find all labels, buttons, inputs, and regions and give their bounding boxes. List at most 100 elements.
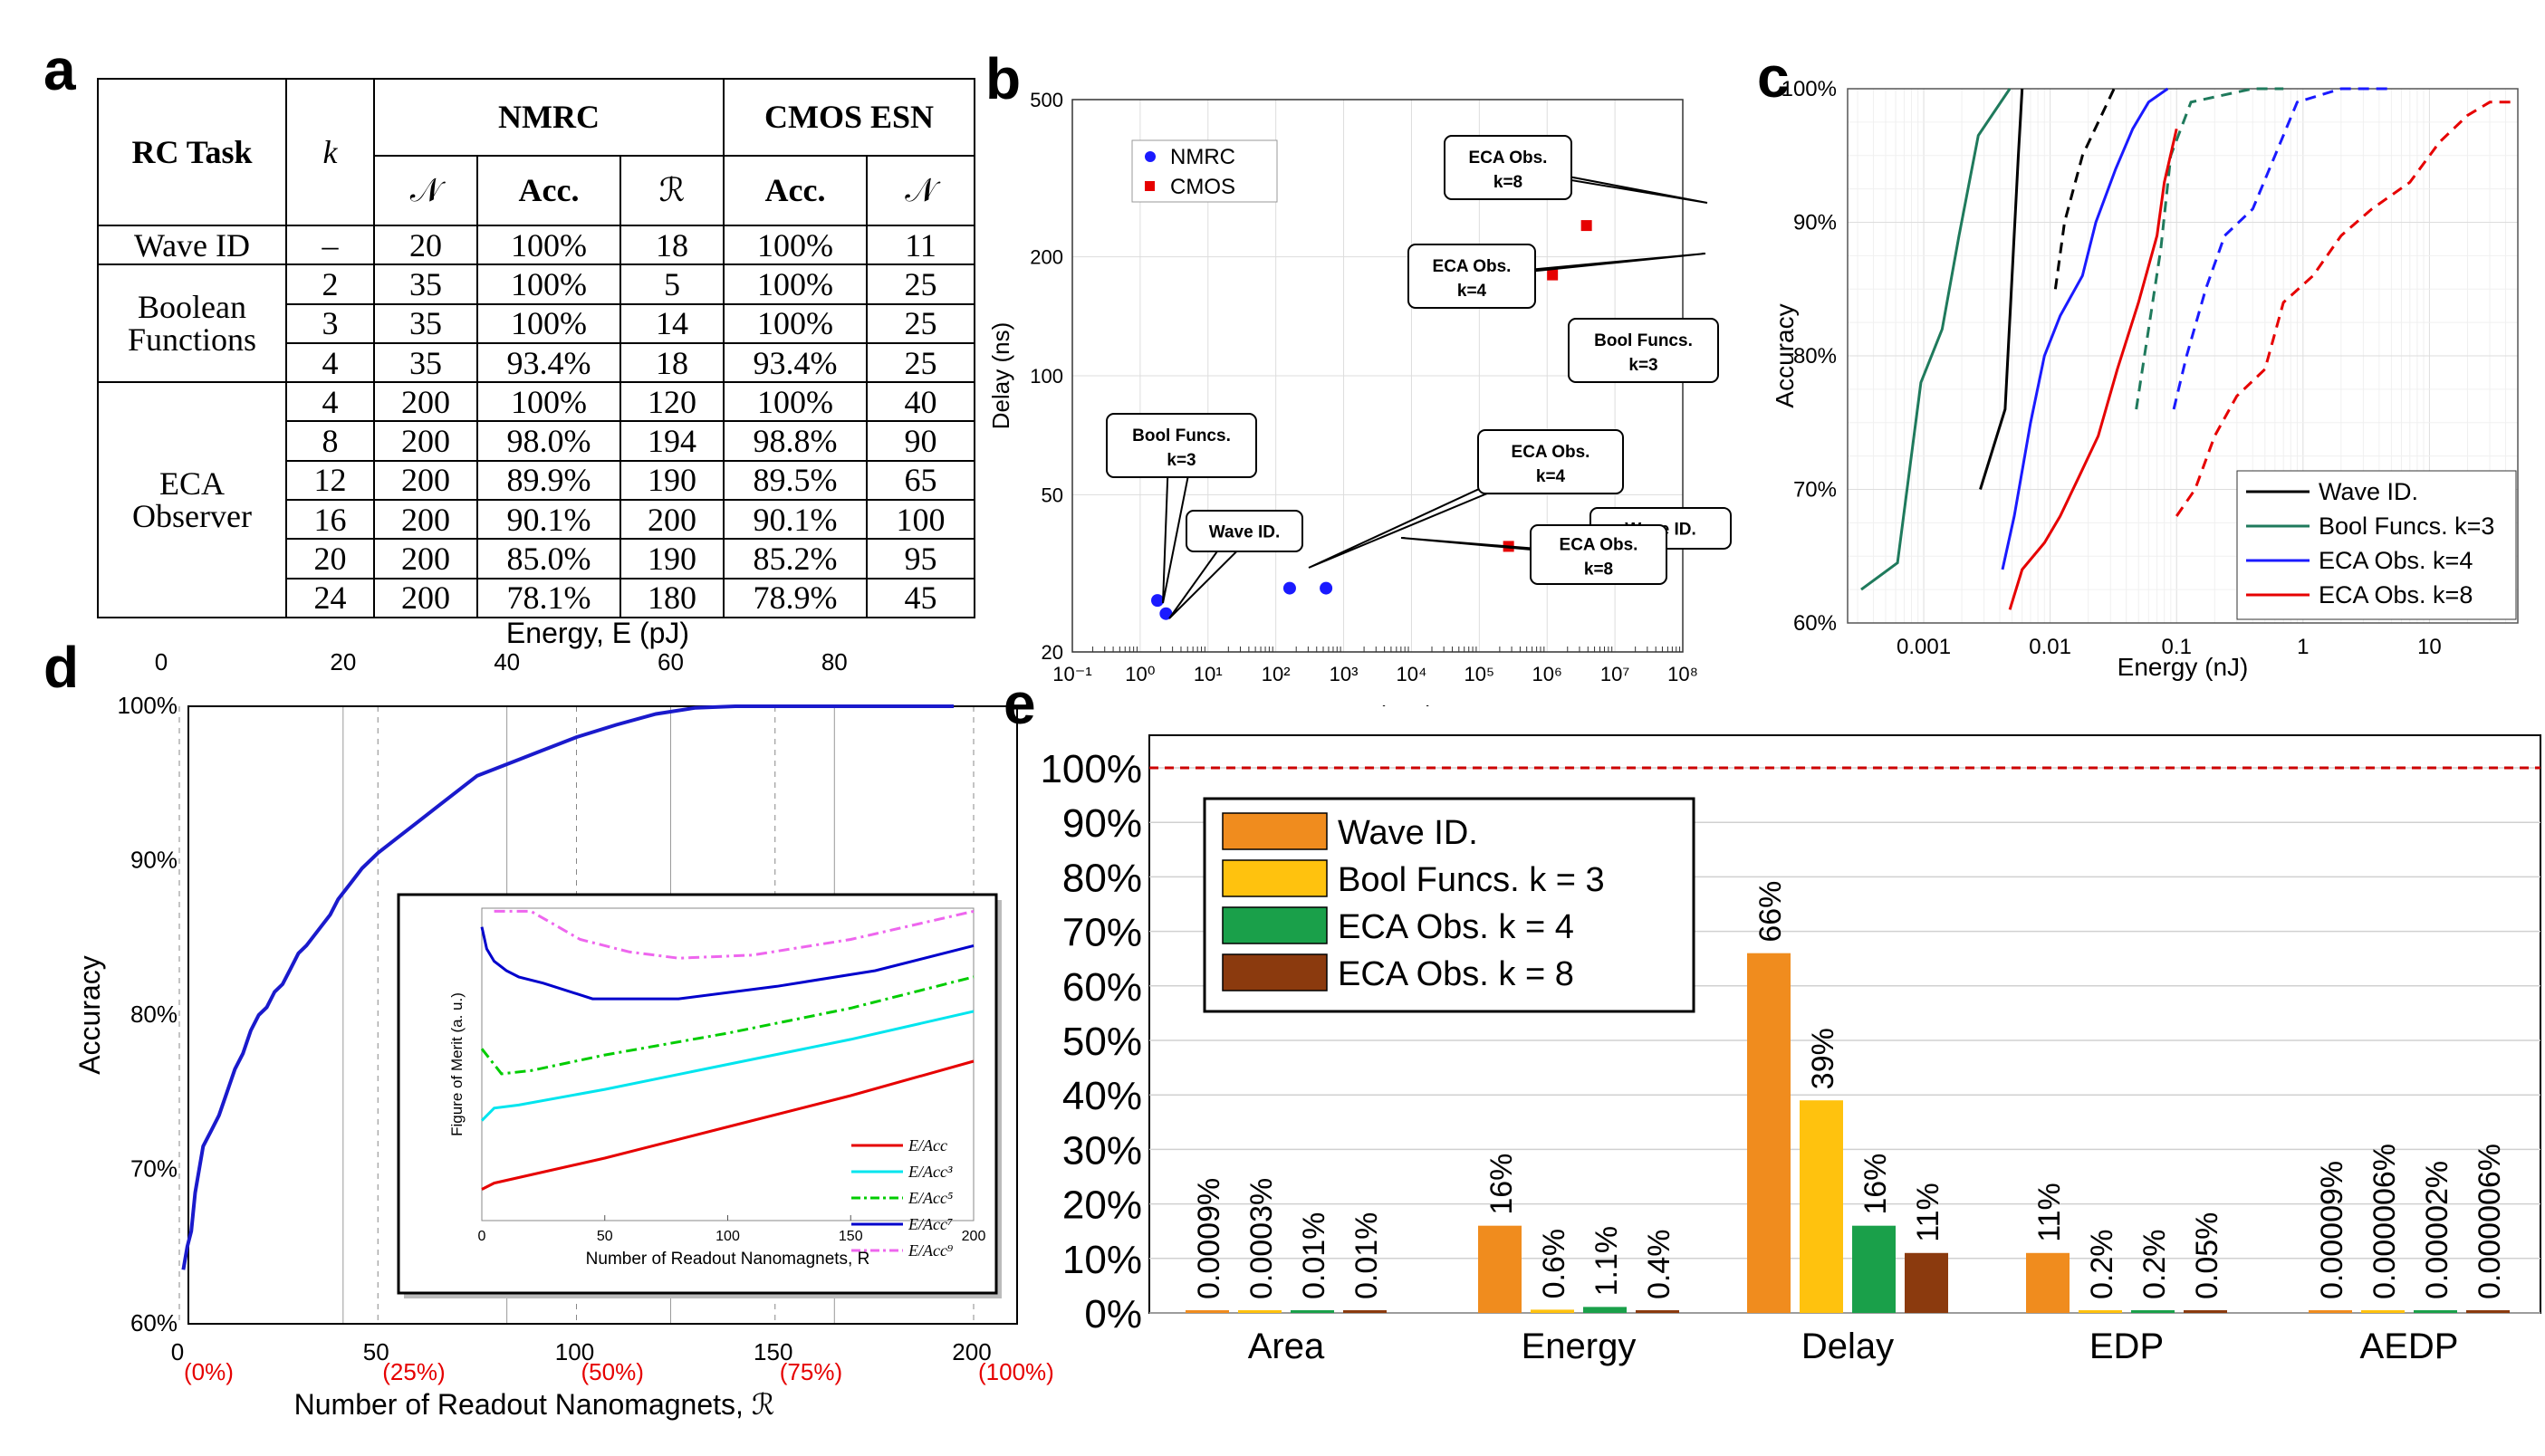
category-label: Delay xyxy=(1801,1327,1894,1366)
bar xyxy=(2414,1310,2457,1313)
results-table: RC Task k NMRC CMOS ESN 𝒩 Acc. ℛ Acc. 𝒩 … xyxy=(97,77,976,619)
y-tick-label: 90% xyxy=(130,847,178,874)
series-line xyxy=(1860,88,2012,591)
callout-text: k=8 xyxy=(1584,560,1613,580)
bar-value-label: 66% xyxy=(1753,881,1788,943)
legend-swatch xyxy=(1222,859,1328,897)
header-cmos-esn: CMOS ESN xyxy=(723,78,976,157)
table-cell-acc: 100% xyxy=(476,381,621,423)
y-tick-label: 80% xyxy=(1793,344,1837,369)
bar xyxy=(1531,1309,1574,1313)
y-tick-label: 20 xyxy=(1042,641,1063,664)
table-cell-cacc: 90.1% xyxy=(723,499,869,541)
bar-value-label: 0.6% xyxy=(1537,1229,1571,1299)
x-tick-label: 10⁷ xyxy=(1600,663,1629,685)
x-tick-label: 10⁶ xyxy=(1532,663,1562,685)
table-cell-cn: 25 xyxy=(866,302,976,344)
bar xyxy=(2309,1310,2352,1313)
plot-frame xyxy=(1847,88,2519,624)
table-cell-acc: 100% xyxy=(476,302,621,344)
bar-value-label: 11% xyxy=(1911,1183,1945,1242)
x-tick-label: 10⁵ xyxy=(1465,663,1495,685)
callout-text: k=3 xyxy=(1167,451,1196,470)
y-tick-label: 20% xyxy=(1062,1183,1142,1228)
x-tick-label: 10 xyxy=(2417,635,2442,659)
bar-value-label: 11% xyxy=(2032,1183,2067,1242)
table-cell-n: 200 xyxy=(373,420,478,462)
bar-value-label: 0.00002% xyxy=(2420,1161,2454,1299)
legend-swatch xyxy=(1222,953,1328,991)
delay-area-chart: 10⁻¹ 10⁰ 10¹ 10² 10³ 10⁴ 10⁵ 10⁶ 10⁷ 10⁸ 20 50 100 20… xyxy=(987,89,1732,706)
legend-label-cmos: CMOS xyxy=(1170,175,1235,199)
legend-box xyxy=(2236,470,2517,620)
bar-value-label: 0.01% xyxy=(1349,1212,1384,1299)
bar xyxy=(2026,1252,2070,1313)
legend-label: ECA Obs. k = 8 xyxy=(1338,955,1574,993)
x-tick-label: 10⁴ xyxy=(1396,663,1426,685)
x-tick-label: 0.1 xyxy=(2162,635,2192,659)
nmrc-point xyxy=(1151,594,1165,608)
table-cell-n: 35 xyxy=(373,263,478,305)
x-tick-label: 1 xyxy=(2297,635,2309,659)
header-k: k xyxy=(285,77,375,227)
legend-marker-nmrc xyxy=(1145,151,1156,162)
table-cell-n: 35 xyxy=(373,341,478,384)
x-axis-label: Number of Readout Nanomagnets, ℛ xyxy=(294,1388,775,1421)
table-cell-task: ECA Observer xyxy=(97,381,287,618)
table-cell-cn: 40 xyxy=(866,381,976,423)
bar-value-label: 0.2% xyxy=(2137,1230,2172,1300)
table-cell-k: 2 xyxy=(285,263,375,305)
y-tick-label: 100% xyxy=(1040,747,1142,791)
y-tick-label: 90% xyxy=(1062,801,1142,846)
bar-value-label: 0.01% xyxy=(1297,1212,1331,1299)
callout-text: ECA Obs. xyxy=(1512,443,1590,462)
bar xyxy=(1905,1252,1948,1313)
table-cell-n: 200 xyxy=(373,459,478,502)
bar-value-label: 16% xyxy=(1484,1154,1519,1215)
table-cell-r: 18 xyxy=(619,341,725,384)
table-row: Wave ID –20 100% 18 100% 11 xyxy=(97,225,976,266)
y-tick-label: 90% xyxy=(1793,211,1837,235)
table-row: 24 200 78.1% 180 78.9% 45 xyxy=(98,577,976,619)
callout-box xyxy=(1477,429,1624,494)
panel-label-b: b xyxy=(985,46,1022,111)
accuracy-energy-chart: 0.001 0.01 0.1 1 10 60% 70% 80% 90% 100% Energy (n… xyxy=(1771,77,2519,681)
legend-label-nmrc: NMRC xyxy=(1170,145,1235,169)
table-cell-cn: 25 xyxy=(866,341,976,384)
x-tick-label: 0.01 xyxy=(2029,635,2071,659)
table-cell-task: Wave ID xyxy=(97,225,287,266)
bar-value-label: 0.4% xyxy=(1642,1230,1676,1300)
y-tick-label: 100% xyxy=(1782,77,1837,101)
legend-label: Bool Funcs. k=3 xyxy=(2319,512,2494,540)
callout-box xyxy=(1407,244,1536,309)
callout-text: k=4 xyxy=(1536,467,1566,486)
table-row: 3 35 100% 14 100% 25 xyxy=(98,302,976,344)
series-line xyxy=(2053,88,2116,290)
y-tick-label: 80% xyxy=(1062,856,1142,900)
y-tick-label: 60% xyxy=(1793,611,1837,636)
x-tick-pct-label: (50%) xyxy=(581,1358,644,1385)
inset-legend-label: E/Acc xyxy=(908,1136,947,1154)
category-label: AEDP xyxy=(2360,1327,2459,1366)
callout-box xyxy=(1106,413,1257,478)
table-cell-k: 20 xyxy=(285,538,375,580)
table-row: 4 35 93.4% 18 93.4% 25 xyxy=(98,341,976,384)
bar-value-label: 0.00009% xyxy=(2315,1161,2349,1299)
x-tick-label: 10³ xyxy=(1330,663,1359,685)
legend-marker-cmos xyxy=(1145,181,1155,191)
table-cell-cn: 100 xyxy=(866,499,976,541)
x-axis-label: Area (um²) xyxy=(1321,701,1434,706)
bar-value-label: 0.05% xyxy=(2190,1212,2224,1299)
inset-x-tick-label: 50 xyxy=(597,1229,613,1244)
table-row: 8 200 98.0% 194 98.8% 90 xyxy=(98,420,976,462)
bar xyxy=(1636,1310,1679,1313)
x-axis-label: Energy (nJ) xyxy=(2118,653,2249,681)
top-tick-label: 40 xyxy=(494,648,520,675)
header-cmos-n: 𝒩 xyxy=(866,154,976,227)
table-cell-task: Boolean Functions xyxy=(97,263,287,384)
callout-text: ECA Obs. xyxy=(1469,148,1548,168)
table-cell-k: 4 xyxy=(285,381,375,423)
nmrc-point xyxy=(1159,607,1173,620)
table-cell-r: 190 xyxy=(619,459,725,502)
category-label: Energy xyxy=(1522,1327,1637,1366)
